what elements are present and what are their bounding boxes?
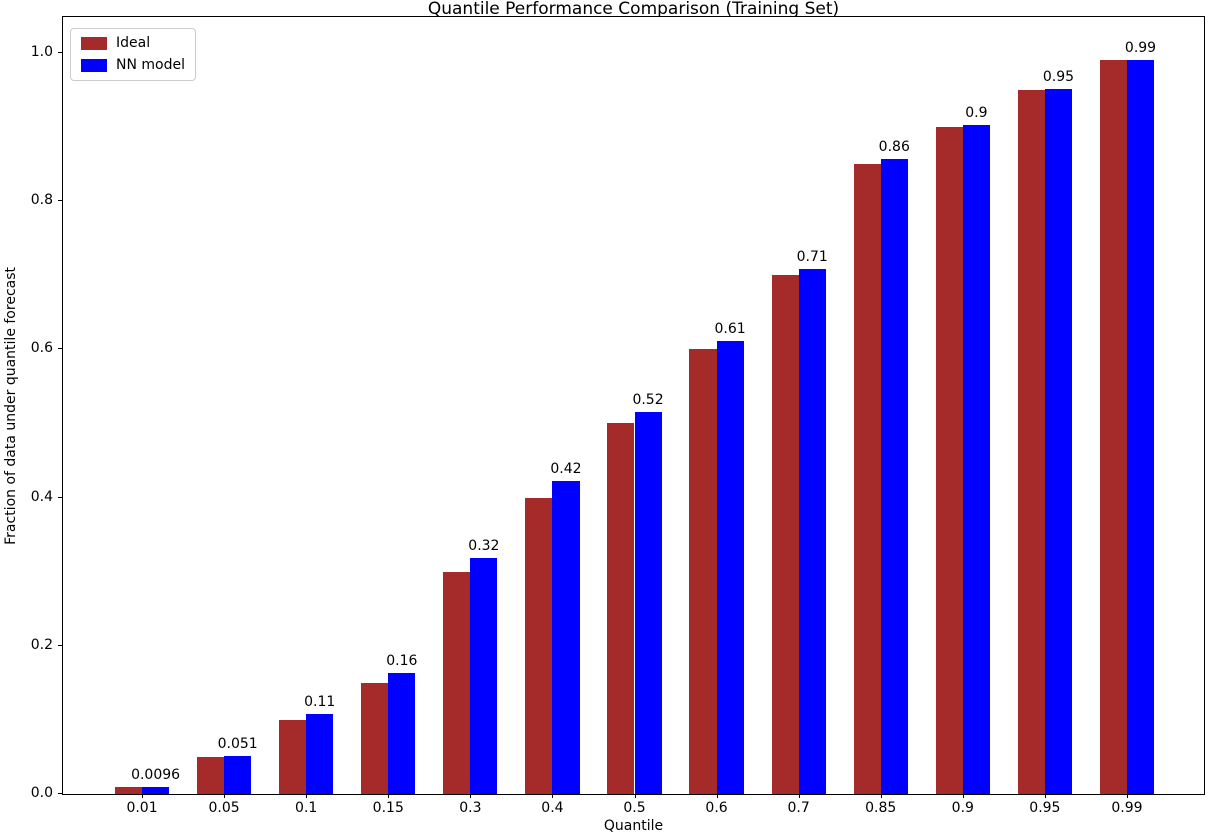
bar-value-label: 0.61 — [714, 321, 746, 338]
x-tick-mark — [1126, 794, 1128, 798]
x-tick-label: 0.6 — [705, 800, 728, 816]
legend-label-ideal: Ideal — [116, 35, 151, 51]
bar-ideal — [771, 275, 799, 794]
chart-title: Quantile Performance Comparison (Trainin… — [427, 0, 840, 19]
y-tick-label: 0.8 — [30, 192, 53, 209]
bar-ideal — [361, 682, 389, 794]
bar-nn-model — [470, 558, 498, 794]
legend-item-ideal: Ideal — [81, 36, 185, 51]
bar-ideal — [689, 349, 717, 794]
bar-ideal — [853, 163, 881, 794]
bar-nn-model — [1044, 89, 1072, 794]
y-tick-mark — [58, 51, 62, 53]
y-tick-label: 0.4 — [30, 488, 53, 505]
bar-value-label: 0.0096 — [131, 766, 181, 783]
bar-nn-model — [552, 481, 580, 794]
x-tick-label: 0.4 — [541, 800, 564, 816]
y-axis-label-wrap: Fraction of data under quantile forecast — [0, 16, 22, 795]
bar-ideal — [525, 497, 553, 794]
bar-ideal — [1017, 89, 1045, 794]
bar-nn-model — [306, 713, 334, 794]
bar-value-label: 0.16 — [386, 653, 418, 670]
x-tick-label: 0.7 — [787, 800, 810, 816]
y-tick-mark — [58, 496, 62, 498]
legend-label-nn-model: NN model — [116, 57, 185, 73]
bar-nn-model — [224, 756, 252, 794]
x-tick-label: 0.5 — [623, 800, 646, 816]
x-tick-label: 0.85 — [865, 800, 897, 816]
bar-nn-model — [880, 158, 908, 794]
y-tick-mark — [58, 200, 62, 202]
bar-nn-model — [798, 268, 826, 794]
bar-value-label: 0.051 — [217, 736, 258, 753]
y-tick-label: 0.2 — [30, 636, 53, 653]
x-tick-mark — [798, 794, 800, 798]
x-tick-label: 0.9 — [951, 800, 974, 816]
y-tick-label: 1.0 — [30, 43, 53, 60]
x-tick-mark — [470, 794, 472, 798]
plot-area: 0.0096 0.051 0.11 0.16 0.32 0.42 0.52 0.61 0.71 0… — [31, 16, 1205, 816]
x-tick-mark — [552, 794, 554, 798]
bar-nn-model — [1126, 60, 1155, 794]
bar-value-label: 0.71 — [796, 248, 828, 265]
bar-nn-model — [716, 341, 744, 794]
x-tick-mark — [962, 794, 964, 798]
x-tick-label: 0.99 — [1111, 800, 1143, 816]
bar-nn-model — [142, 786, 170, 794]
bar-ideal — [114, 786, 143, 794]
bar-value-label: 0.52 — [632, 391, 664, 408]
bar-value-label: 0.42 — [550, 461, 582, 478]
bar-value-label: 0.95 — [1042, 69, 1075, 86]
x-tick-label: 0.95 — [1029, 800, 1061, 816]
y-axis-label: Fraction of data under quantile forecast — [3, 266, 19, 545]
bar-ideal — [1099, 60, 1127, 794]
x-tick-mark — [142, 794, 144, 798]
y-tick-mark — [58, 348, 62, 350]
bar-value-label: 0.11 — [304, 693, 336, 710]
x-axis-label: Quantile — [603, 818, 664, 834]
y-tick-mark — [58, 644, 62, 646]
legend: Ideal NN model — [70, 28, 196, 81]
bar-nn-model — [634, 411, 662, 794]
bar-nn-model — [962, 124, 990, 794]
x-tick-label: 0.1 — [295, 800, 318, 816]
bar-ideal — [279, 719, 307, 794]
x-tick-mark — [388, 794, 390, 798]
y-tick-label: 0.0 — [30, 785, 53, 801]
bar-ideal — [443, 571, 471, 794]
x-tick-mark — [634, 794, 636, 798]
x-tick-label: 0.01 — [126, 800, 158, 816]
x-tick-label: 0.15 — [372, 800, 404, 816]
bar-ideal — [197, 756, 225, 794]
legend-swatch-nn-model — [81, 59, 107, 72]
y-tick-label: 0.6 — [30, 340, 53, 357]
bar-ideal — [935, 126, 963, 794]
x-tick-label: 0.3 — [459, 800, 482, 816]
bar-value-label: 0.99 — [1124, 40, 1157, 57]
x-tick-mark — [1044, 794, 1046, 798]
legend-swatch-ideal — [81, 37, 107, 50]
bar-ideal — [607, 423, 635, 794]
bar-value-label: 0.86 — [878, 138, 910, 155]
legend-item-nn-model: NN model — [81, 58, 185, 73]
y-tick-mark — [58, 793, 62, 794]
x-tick-mark — [224, 794, 226, 798]
x-tick-mark — [306, 794, 308, 798]
x-tick-mark — [880, 794, 882, 798]
x-tick-label: 0.05 — [208, 800, 240, 816]
bar-value-label: 0.32 — [468, 538, 500, 555]
bar-nn-model — [388, 673, 416, 794]
bar-value-label: 0.9 — [965, 104, 988, 121]
x-tick-mark — [716, 794, 718, 798]
